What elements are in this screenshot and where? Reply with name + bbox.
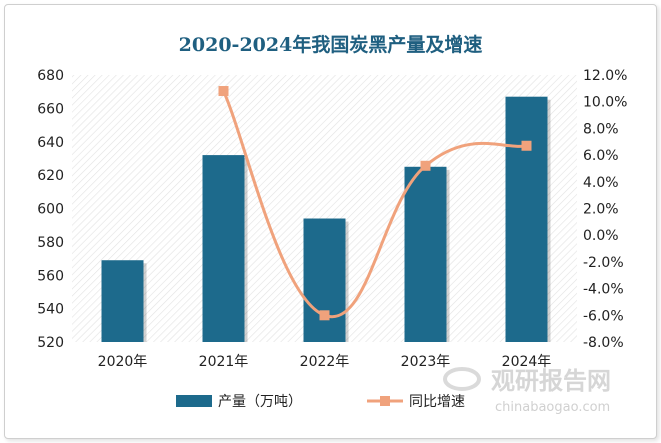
bar (404, 166, 447, 342)
growth-point (521, 140, 532, 151)
legend-line-marker (380, 396, 390, 406)
y-right-tick-label: 2.0% (583, 202, 619, 218)
chart-title: 2020-2024年我国炭黑产量及增速 (178, 34, 483, 56)
growth-point (218, 86, 229, 97)
x-tick-label: 2022年 (300, 354, 350, 370)
y-right-tick-label: 10.0% (583, 95, 627, 111)
y-right-tick-label: -4.0% (583, 282, 624, 298)
growth-point (420, 160, 431, 171)
y-left-tick-label: 520 (37, 335, 64, 351)
x-tick-label: 2024年 (502, 354, 552, 370)
legend-line-label: 同比增速 (409, 394, 465, 410)
y-left-tick-label: 640 (37, 135, 64, 151)
legend-bar-swatch (176, 395, 212, 407)
y-left-tick-label: 680 (37, 68, 64, 84)
legend: 产量（万吨） 同比增速 (176, 394, 465, 410)
y-right-tick-label: -6.0% (583, 308, 624, 324)
watermark-logo-text: 观研报告网 (491, 367, 611, 395)
y-right-tick-label: 8.0% (583, 121, 619, 137)
y-left-tick-label: 620 (37, 168, 64, 184)
x-tick-label: 2021年 (199, 354, 249, 370)
bar (505, 96, 548, 342)
y-left-tick-label: 540 (37, 302, 64, 318)
watermark-url-text: chinabaogao.com (495, 400, 610, 415)
legend-bar-label: 产量（万吨） (218, 394, 302, 410)
watermark: 观研报告网 chinabaogao.com (443, 367, 611, 415)
bar (101, 260, 144, 342)
y-right-tick-label: 12.0% (583, 68, 627, 84)
bar (202, 155, 245, 342)
growth-point (319, 310, 330, 321)
y-left-tick-label: 580 (37, 235, 64, 251)
watermark-logo-icon (443, 367, 481, 391)
y-right-tick-label: -8.0% (583, 335, 624, 351)
y-right-tick-label: 4.0% (583, 175, 619, 191)
bar (303, 218, 346, 342)
y-right-tick-label: 0.0% (583, 228, 619, 244)
x-tick-label: 2020年 (98, 354, 148, 370)
y-left-tick-label: 660 (37, 101, 64, 117)
y-left-tick-label: 600 (37, 202, 64, 218)
growth-line (222, 90, 527, 319)
y-right-tick-label: -2.0% (583, 255, 624, 271)
y-left-tick-label: 560 (37, 268, 64, 284)
x-tick-label: 2023年 (401, 354, 451, 370)
y-right-tick-label: 6.0% (583, 148, 619, 164)
